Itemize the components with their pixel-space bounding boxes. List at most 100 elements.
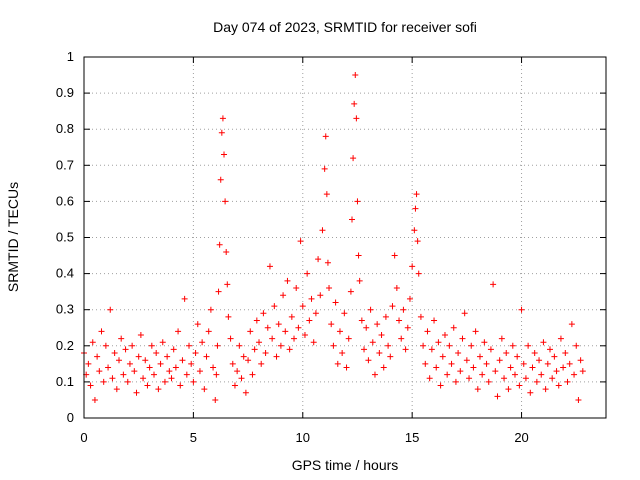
data-point xyxy=(496,357,503,364)
data-point xyxy=(531,350,538,357)
data-point xyxy=(481,339,488,346)
data-point xyxy=(231,382,238,389)
data-point xyxy=(380,364,387,371)
data-point xyxy=(317,292,324,299)
data-point xyxy=(87,382,94,389)
data-point xyxy=(308,295,315,302)
data-point xyxy=(501,375,508,382)
data-point xyxy=(105,364,112,371)
data-point xyxy=(398,335,405,342)
data-point xyxy=(306,317,313,324)
data-point xyxy=(551,353,558,360)
data-point xyxy=(540,339,547,346)
data-point xyxy=(503,350,510,357)
y-tick-label: 0.3 xyxy=(56,302,74,317)
data-point xyxy=(319,227,326,234)
data-point xyxy=(411,227,418,234)
data-point xyxy=(426,375,433,382)
data-point xyxy=(161,378,168,385)
data-point xyxy=(159,339,166,346)
data-point xyxy=(194,321,201,328)
data-point xyxy=(282,328,289,335)
data-point xyxy=(240,353,247,360)
data-point xyxy=(431,317,438,324)
data-point xyxy=(355,252,362,259)
data-point xyxy=(575,396,582,403)
data-point xyxy=(277,342,284,349)
data-point xyxy=(533,378,540,385)
data-point xyxy=(564,378,571,385)
data-point xyxy=(133,389,140,396)
data-point xyxy=(439,353,446,360)
data-point xyxy=(216,241,223,248)
data-point xyxy=(258,360,265,367)
data-point xyxy=(557,335,564,342)
data-point xyxy=(222,198,229,205)
data-point xyxy=(181,295,188,302)
data-point xyxy=(568,321,575,328)
data-point xyxy=(354,198,361,205)
data-point xyxy=(352,72,359,79)
x-tick-label: 0 xyxy=(80,430,87,445)
data-point xyxy=(146,364,153,371)
data-point xyxy=(485,378,492,385)
x-tick-label: 5 xyxy=(190,430,197,445)
data-point xyxy=(214,342,221,349)
data-point xyxy=(339,350,346,357)
data-point xyxy=(509,342,516,349)
data-point xyxy=(555,382,562,389)
data-point xyxy=(358,317,365,324)
data-point xyxy=(269,335,276,342)
data-point xyxy=(404,324,411,331)
data-point xyxy=(247,328,254,335)
data-point xyxy=(229,360,236,367)
data-point xyxy=(487,346,494,353)
data-point xyxy=(304,270,311,277)
data-point xyxy=(387,353,394,360)
data-point xyxy=(260,310,267,317)
data-point xyxy=(345,335,352,342)
data-point xyxy=(527,389,534,396)
data-point xyxy=(378,331,385,338)
data-point xyxy=(351,100,358,107)
data-point xyxy=(466,375,473,382)
data-point xyxy=(424,328,431,335)
data-point xyxy=(322,133,329,140)
data-point xyxy=(350,155,357,162)
data-point xyxy=(126,360,133,367)
data-point xyxy=(323,191,330,198)
data-point xyxy=(553,368,560,375)
data-point xyxy=(367,306,374,313)
data-point xyxy=(330,342,337,349)
data-point xyxy=(280,292,287,299)
data-point xyxy=(511,371,518,378)
data-point xyxy=(266,263,273,270)
data-point xyxy=(483,360,490,367)
data-point xyxy=(284,277,291,284)
data-point xyxy=(219,115,226,122)
data-point xyxy=(196,368,203,375)
data-point xyxy=(402,346,409,353)
y-tick-label: 0 xyxy=(67,410,74,425)
data-point xyxy=(177,382,184,389)
y-tick-label: 0.5 xyxy=(56,230,74,245)
data-point xyxy=(183,371,190,378)
data-point xyxy=(273,353,280,360)
data-point xyxy=(422,360,429,367)
data-point xyxy=(155,386,162,393)
data-point xyxy=(203,353,210,360)
y-tick-label: 1 xyxy=(67,49,74,64)
data-point xyxy=(452,378,459,385)
data-point xyxy=(218,129,225,136)
data-point xyxy=(522,375,529,382)
data-point xyxy=(444,371,451,378)
data-point xyxy=(168,375,175,382)
data-point xyxy=(560,364,567,371)
data-point xyxy=(324,259,331,266)
data-point xyxy=(192,350,199,357)
data-point xyxy=(217,176,224,183)
data-point xyxy=(461,310,468,317)
data-point xyxy=(396,317,403,324)
